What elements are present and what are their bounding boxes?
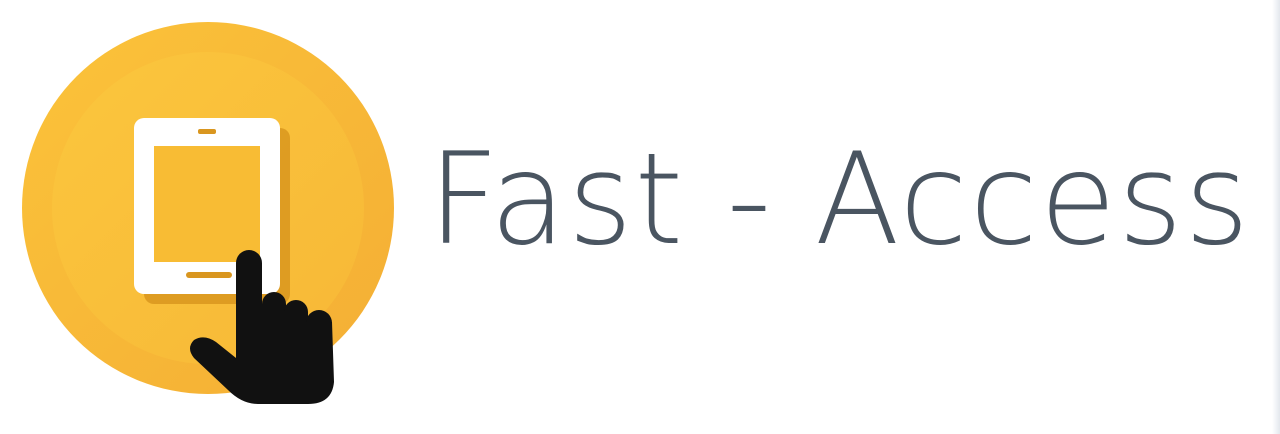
tablet-screen	[154, 146, 260, 262]
pointing-hand-icon	[190, 250, 334, 404]
brand-title: Fast - Access	[428, 126, 1252, 274]
tablet-tap-icon	[22, 22, 394, 404]
edge-shadow	[1272, 0, 1280, 434]
